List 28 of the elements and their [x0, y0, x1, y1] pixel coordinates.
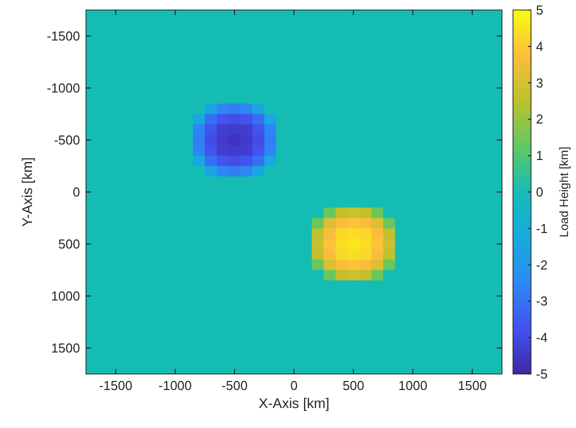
y-tick-label: 500 [58, 236, 80, 252]
x-tick-label: -500 [222, 378, 248, 393]
x-tick-label: 1000 [398, 378, 428, 393]
color-bar-label: -3 [536, 294, 548, 309]
x-tick-label: 0 [290, 378, 298, 393]
y-tick-label: -1500 [46, 28, 80, 44]
y-tick-label: -1000 [46, 80, 80, 96]
color-bar-label: -1 [536, 220, 548, 236]
color-bar-label: -2 [536, 257, 548, 272]
y-tick-label: 1500 [51, 340, 80, 356]
color-bar-label: 1 [536, 148, 544, 164]
color-bar-label: 3 [536, 75, 544, 90]
color-bar-label: -5 [536, 366, 548, 382]
color-bar-title: Load Height [km] [557, 146, 571, 238]
x-tick-label: -1500 [99, 378, 132, 393]
y-tick-label: 0 [72, 184, 80, 200]
y-axis-title: Y-Axis [km] [19, 157, 35, 227]
x-axis-title: X-Axis [km] [258, 395, 330, 411]
color-bar-label: 5 [536, 2, 544, 18]
x-tick-label: 1500 [458, 378, 487, 393]
y-tick-label: 1000 [51, 288, 80, 304]
color-bar-label: 4 [536, 38, 544, 54]
x-tick-label: -1000 [158, 378, 192, 393]
color-bar-label: 0 [536, 184, 544, 200]
x-tick-label: 500 [342, 378, 364, 393]
color-bar-label: -4 [536, 330, 548, 346]
y-tick-label: -500 [54, 132, 80, 148]
color-bar-label: 2 [536, 112, 544, 127]
